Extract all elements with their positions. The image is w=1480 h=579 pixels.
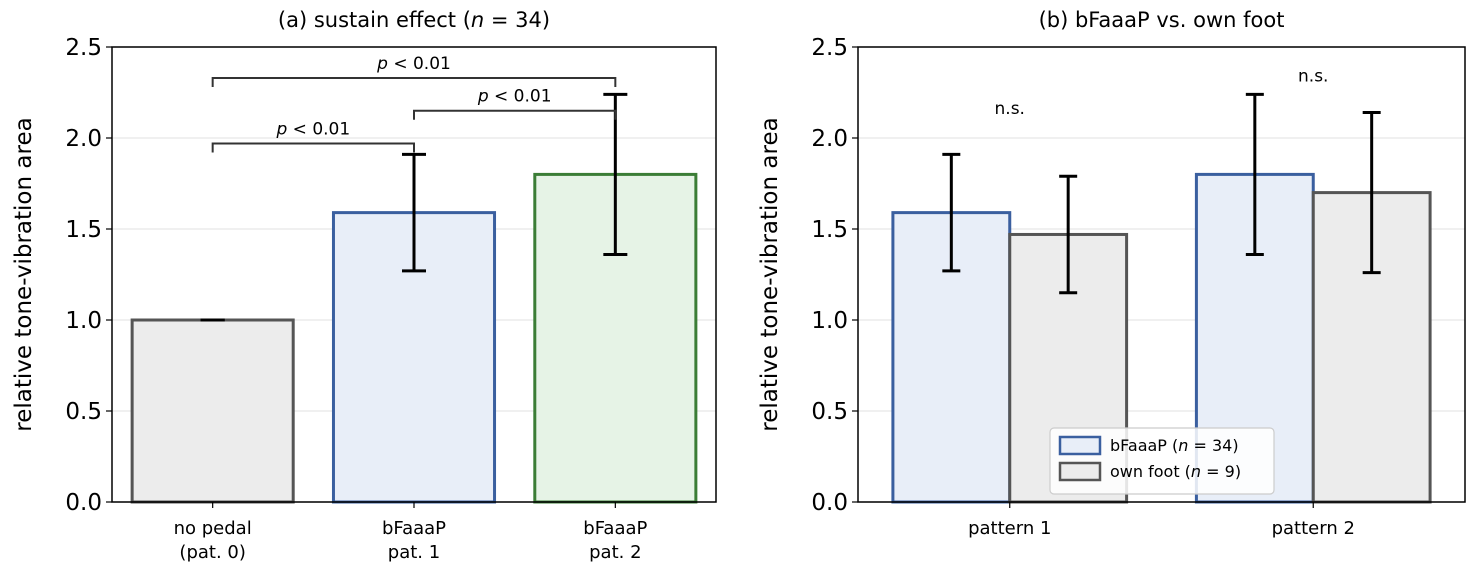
panel-b-ytick-label: 0.5 xyxy=(811,399,848,425)
legend-swatch xyxy=(1058,435,1102,456)
panel-b-ytick-label: 1.0 xyxy=(811,308,848,334)
panel-a-xtick-label: bFaaaP xyxy=(583,518,647,539)
panel-a-ytick-label: 1.5 xyxy=(65,217,102,243)
panel-a-ytick-label: 0.0 xyxy=(65,490,102,516)
panel-a-significance-bracket xyxy=(413,109,617,120)
panel-b-ylabel: relative tone-vibration area xyxy=(757,117,783,431)
panel-b-ytick-label: 2.5 xyxy=(811,35,848,61)
panel-a-significance-label: p < 0.01 xyxy=(376,54,451,74)
panel-b: (b) bFaaaP vs. own foot relative tone-vi… xyxy=(757,8,1466,539)
panel-a-bar xyxy=(130,318,295,504)
panel-a-ylabel: relative tone-vibration area xyxy=(11,117,37,431)
legend-box xyxy=(1049,427,1275,495)
panel-a: (a) sustain effect (n = 34) relative ton… xyxy=(11,8,717,563)
panel-a-xtick-label: (pat. 0) xyxy=(179,542,245,563)
panel-b-ytick-label: 0.0 xyxy=(811,490,848,516)
legend-label: bFaaaP (n = 34) xyxy=(1110,436,1239,455)
panel-a-significance-bracket xyxy=(211,76,617,87)
panel-a-ytick-label: 0.5 xyxy=(65,399,102,425)
panel-b-xtick-label: pattern 2 xyxy=(1272,518,1355,539)
panel-a-significance-label: p < 0.01 xyxy=(477,87,552,107)
panel-b-xtick-label: pattern 1 xyxy=(968,518,1051,539)
panel-b-ns-label: n.s. xyxy=(995,99,1025,119)
panel-b-frame xyxy=(857,46,1466,503)
panel-b-ytick-label: 2.0 xyxy=(811,126,848,152)
panel-a-ytick-label: 1.0 xyxy=(65,308,102,334)
panel-a-significance-label: p < 0.01 xyxy=(275,119,350,139)
panel-a-title: (a) sustain effect (n = 34) xyxy=(278,8,550,32)
panel-a-xtick-label: no pedal xyxy=(174,518,252,539)
panel-a-ytick-label: 2.0 xyxy=(65,126,102,152)
legend-label: own foot (n = 9) xyxy=(1110,462,1241,481)
panel-b-title: (b) bFaaaP vs. own foot xyxy=(1039,8,1285,32)
panel-a-xtick-label: pat. 2 xyxy=(589,542,641,563)
panel-a-significance-bracket xyxy=(211,142,415,153)
panel-a-frame xyxy=(111,46,717,503)
legend-swatch xyxy=(1058,461,1102,482)
panel-a-xtick-label: pat. 1 xyxy=(388,542,440,563)
panel-b-ytick-label: 1.5 xyxy=(811,217,848,243)
panel-a-ytick-label: 2.5 xyxy=(65,35,102,61)
panel-b-ns-label: n.s. xyxy=(1298,66,1328,86)
panel-a-xtick-label: bFaaaP xyxy=(382,518,446,539)
panel-b-legend: bFaaaP (n = 34) own foot (n = 9) xyxy=(1049,427,1275,495)
